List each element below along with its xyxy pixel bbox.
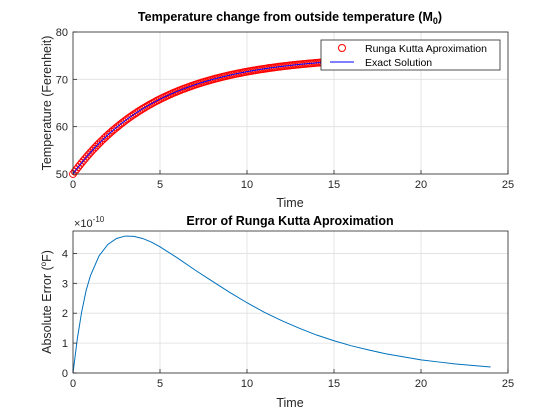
tick-labels: 0 5 10 15 20 25 0 1 2 3 4 (62, 248, 514, 390)
axes-background (73, 231, 508, 373)
error-line (72, 235, 491, 374)
legend: Runga Kutta Aproximation Exact Solution (320, 39, 501, 71)
x-tick-label: 0 (70, 378, 76, 390)
chart-title: Error of Runga Kutta Aproximation (186, 214, 393, 228)
y-tick-label: 4 (62, 248, 68, 260)
legend-entry-rk: Runga Kutta Aproximation (365, 43, 487, 55)
x-tick-label: 15 (328, 179, 340, 191)
plot-area (72, 235, 491, 374)
title-close: ) (438, 10, 442, 24)
x-tick-label: 20 (415, 179, 427, 191)
x-tick-label: 20 (415, 378, 427, 390)
y-tick-label: 0 (62, 368, 68, 380)
y-tick-label: 70 (56, 74, 68, 86)
axes-frame (72, 230, 509, 374)
x-tick-label: 5 (157, 378, 163, 390)
y-label-close: F) (40, 250, 54, 262)
y-tick-label: 80 (56, 27, 68, 39)
tick-labels: 0 5 10 15 20 25 50 60 70 80 (56, 27, 514, 191)
x-tick-label: 25 (502, 179, 514, 191)
legend-box (320, 39, 501, 71)
x-tick-label: 5 (157, 179, 163, 191)
y-tick-label: 50 (56, 169, 68, 181)
y-tick-label: 60 (56, 122, 68, 134)
axis-exponent-power: -10 (93, 215, 105, 224)
legend-marker-circle-icon (338, 44, 346, 52)
axes-frame (72, 31, 509, 175)
y-tick-label: 3 (62, 278, 68, 290)
chart-title: Temperature change from outside temperat… (138, 10, 442, 26)
y-axis-label: Absolute Error (oF) (39, 250, 54, 354)
x-axis-label: Time (276, 196, 303, 210)
x-axis-label: Time (276, 396, 303, 410)
title-subscript: 0 (433, 16, 438, 26)
plot-area (69, 58, 330, 178)
legend-entry-exact: Exact Solution (365, 57, 432, 69)
chart-error: 0 5 10 15 20 25 0 1 2 3 4 Error of Runga Kutta Apr… (39, 214, 514, 410)
x-tick-label: 15 (328, 378, 340, 390)
y-label-superscript: o (39, 261, 48, 266)
axis-exponent: ×10-10 (74, 215, 105, 230)
y-tick-label: 1 (62, 338, 68, 350)
y-tick-label: 2 (62, 308, 68, 320)
x-tick-label: 0 (70, 179, 76, 191)
y-axis-label: Temperature (Ferenheit) (40, 36, 54, 171)
exact-solution-line (72, 61, 326, 175)
chart-temperature: 0 5 10 15 20 25 50 60 70 80 Temperature change fr… (40, 10, 514, 210)
x-tick-label: 10 (241, 378, 253, 390)
x-tick-label: 10 (241, 179, 253, 191)
x-tick-label: 25 (502, 378, 514, 390)
